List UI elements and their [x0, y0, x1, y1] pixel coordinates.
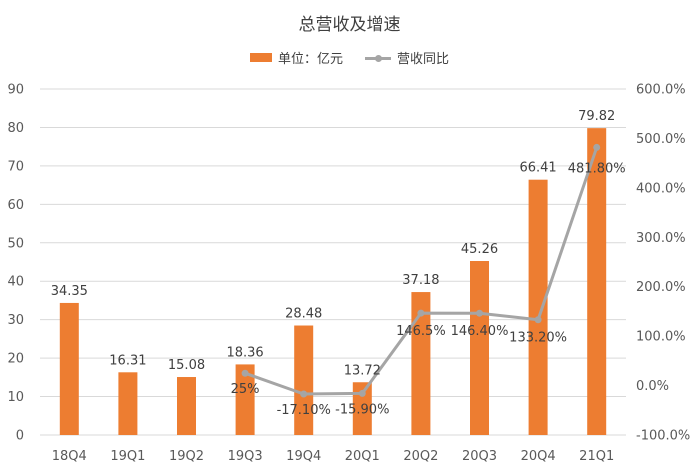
y-left-tick-label: 80 — [7, 121, 24, 136]
bar-data-label: 45.26 — [461, 242, 498, 257]
y-left-tick-label: 40 — [7, 275, 24, 290]
x-tick-label: 19Q4 — [286, 449, 321, 464]
line-point — [534, 316, 542, 324]
bar — [294, 325, 314, 435]
chart-title: 总营收及增速 — [298, 15, 401, 35]
y-left-tick-label: 50 — [7, 236, 24, 251]
y-left-tick-label: 30 — [7, 313, 24, 328]
x-tick-label: 19Q3 — [228, 449, 263, 464]
line-data-label: 146.5% — [396, 324, 446, 339]
line-point — [417, 309, 425, 317]
legend-swatch-bar — [249, 53, 272, 62]
y-right-tick-label: 600.0% — [636, 83, 686, 98]
legend: 单位：亿元 营收同比 — [0, 48, 699, 67]
y-right-tick-label: 400.0% — [636, 181, 686, 196]
y-left-tick-label: 10 — [7, 390, 24, 405]
bar — [470, 261, 489, 435]
y-left-tick-label: 20 — [7, 352, 24, 367]
x-tick-label: 19Q1 — [110, 449, 145, 464]
y-right-tick-label: 100.0% — [636, 330, 686, 345]
y-left-tick-label: 0 — [16, 429, 24, 444]
y-right-tick-label: 500.0% — [636, 132, 686, 147]
bar-data-label: 37.18 — [402, 273, 439, 288]
y-right-tick-label: -100.0% — [636, 429, 690, 444]
x-tick-label: 18Q4 — [52, 449, 87, 464]
line-data-label: 25% — [231, 382, 260, 397]
line-point — [241, 369, 249, 377]
bar — [587, 128, 607, 435]
bar — [352, 382, 372, 435]
bar — [528, 179, 548, 435]
bar — [177, 377, 196, 435]
y-right-tick-label: 0.0% — [636, 379, 669, 394]
y-left-tick-label: 90 — [7, 83, 24, 98]
x-tick-label: 21Q1 — [579, 449, 614, 464]
line-data-label: 133.20% — [509, 331, 567, 346]
y-right-tick-label: 200.0% — [636, 280, 686, 295]
bar — [59, 302, 79, 435]
x-tick-label: 20Q2 — [403, 449, 438, 464]
bar-data-label: 13.72 — [344, 363, 381, 378]
line-data-label: -15.90% — [335, 402, 389, 417]
x-tick-label: 20Q1 — [345, 449, 380, 464]
bar — [235, 364, 255, 435]
bar-data-label: 66.41 — [519, 161, 556, 176]
line-point — [593, 143, 601, 151]
y-right-tick-label: 300.0% — [636, 231, 686, 246]
legend-item-revenue: 单位：亿元 — [249, 48, 343, 67]
x-tick-label: 19Q2 — [169, 449, 204, 464]
line-data-label: 481.80% — [568, 161, 626, 176]
bar-data-label: 28.48 — [285, 307, 322, 322]
bar-data-label: 34.35 — [51, 284, 88, 299]
bar — [411, 292, 431, 435]
x-tick-label: 20Q4 — [521, 449, 556, 464]
legend-label-yoy: 营收同比 — [397, 52, 450, 67]
bar — [118, 372, 138, 435]
y-left-tick-label: 70 — [7, 159, 24, 174]
bar-data-label: 15.08 — [168, 358, 205, 373]
legend-label-revenue: 单位：亿元 — [277, 52, 343, 67]
bar-data-label: 79.82 — [578, 109, 615, 124]
bar-data-label: 18.36 — [226, 345, 263, 360]
legend-item-yoy: 营收同比 — [365, 48, 449, 67]
line-data-label: -17.10% — [277, 403, 331, 418]
line-data-label: 146.40% — [451, 324, 509, 339]
line-point — [476, 309, 483, 317]
legend-swatch-line — [365, 53, 391, 63]
bar-data-label: 16.31 — [109, 353, 146, 368]
line-point — [300, 390, 308, 398]
y-left-tick-label: 60 — [7, 198, 24, 213]
x-tick-label: 20Q3 — [462, 449, 497, 464]
line-point — [358, 389, 366, 397]
